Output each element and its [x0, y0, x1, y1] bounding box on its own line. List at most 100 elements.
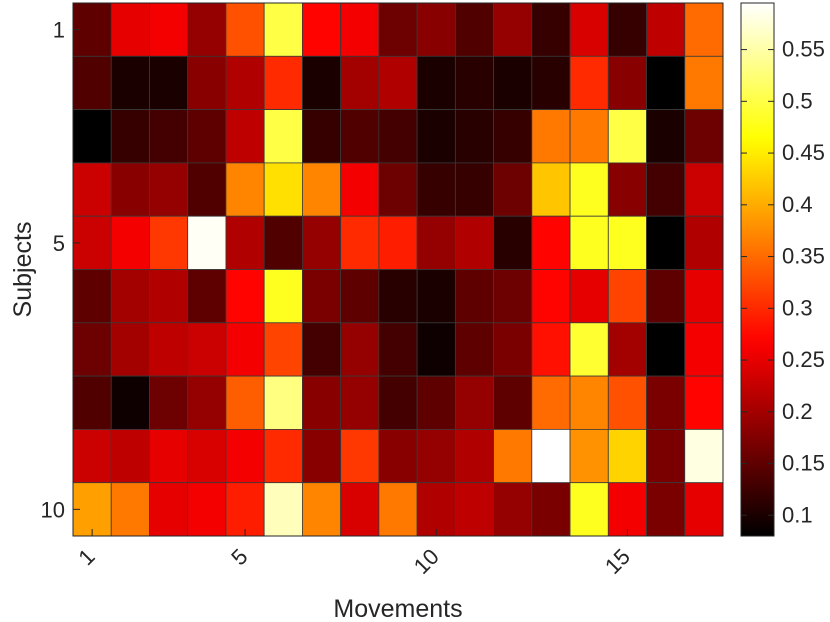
heatmap-cell — [302, 55, 342, 110]
heatmap-cell — [646, 2, 686, 57]
y-axis-label: Subjects — [9, 222, 37, 318]
heatmap-cell — [149, 269, 189, 324]
heatmap-cell — [110, 109, 150, 164]
heatmap-cell — [340, 482, 380, 537]
heatmap-cell — [607, 375, 647, 430]
heatmap-cell — [416, 269, 456, 324]
heatmap-cell — [607, 109, 647, 164]
heatmap-cell — [149, 482, 189, 537]
heatmap-cell — [340, 215, 380, 270]
heatmap-cell — [493, 428, 533, 484]
heatmap-cell — [607, 482, 647, 537]
heatmap-cell — [531, 375, 571, 430]
heatmap-cell — [684, 215, 724, 270]
heatmap-cell — [454, 428, 494, 484]
heatmap-cell — [302, 269, 342, 324]
heatmap-cell — [493, 375, 533, 430]
heatmap-cell — [454, 109, 494, 164]
heatmap-cell — [378, 322, 418, 377]
heatmap-cell — [531, 55, 571, 110]
heatmap-cell — [454, 482, 494, 537]
colorbar-tick-label: 0.25 — [782, 347, 825, 372]
y-tick-label: 5 — [53, 231, 65, 256]
colorbar — [740, 2, 775, 537]
heatmap-cell — [72, 428, 112, 484]
heatmap-cell — [646, 55, 686, 110]
heatmap-cell — [340, 269, 380, 324]
heatmap-cell — [684, 109, 724, 164]
heatmap-cell — [110, 55, 150, 110]
heatmap-cell — [302, 482, 342, 537]
heatmap-cell — [225, 375, 265, 430]
heatmap-cell — [263, 55, 303, 110]
heatmap-cell — [378, 215, 418, 270]
heatmap-cell — [416, 428, 456, 484]
heatmap-cell — [110, 162, 150, 217]
heatmap-cell — [531, 162, 571, 217]
heatmap-cell — [263, 482, 303, 537]
heatmap-cell — [225, 322, 265, 377]
heatmap-cell — [416, 482, 456, 537]
heatmap-cell — [72, 162, 112, 217]
heatmap-cell — [684, 428, 724, 484]
y-tick-label: 1 — [53, 18, 65, 43]
heatmap-cell — [454, 55, 494, 110]
colorbar-tick-label: 0.2 — [782, 399, 813, 424]
heatmap-cell — [493, 109, 533, 164]
heatmap-cell — [187, 215, 227, 270]
heatmap-cell — [225, 269, 265, 324]
heatmap-cell — [493, 2, 533, 57]
heatmap-cell — [187, 162, 227, 217]
heatmap-cell — [187, 375, 227, 430]
heatmap-cell — [531, 428, 571, 484]
heatmap-cell — [225, 428, 265, 484]
heatmap-cell — [454, 375, 494, 430]
heatmap-cell — [340, 375, 380, 430]
heatmap-cell — [569, 375, 609, 430]
heatmap-cell — [607, 322, 647, 377]
heatmap-cell — [531, 482, 571, 537]
x-tick-label: 1 — [73, 544, 99, 570]
heatmap-cell — [531, 269, 571, 324]
heatmap-cell — [493, 482, 533, 537]
colorbar-ticks: 0.1 0.15 0.2 0.25 0.3 0.35 0.4 0.45 0.5 0.55 — [741, 37, 825, 527]
heatmap-cell — [225, 162, 265, 217]
heatmap-cell — [225, 2, 265, 57]
heatmap-cell — [149, 2, 189, 57]
heatmap-cell — [607, 215, 647, 270]
heatmap-cell — [569, 482, 609, 537]
heatmap-cell — [378, 375, 418, 430]
heatmap-cell — [416, 322, 456, 377]
x-tick-label: 5 — [226, 544, 252, 570]
heatmap-cell — [416, 109, 456, 164]
heatmap-cell — [569, 322, 609, 377]
heatmap-cell — [416, 375, 456, 430]
heatmap-cell — [340, 428, 380, 484]
heatmap-cell — [225, 55, 265, 110]
heatmap-cell — [149, 55, 189, 110]
heatmap-cell — [340, 109, 380, 164]
heatmap-cell — [110, 428, 150, 484]
heatmap-cell — [72, 109, 112, 164]
heatmap-cell — [416, 162, 456, 217]
heatmap-cell — [263, 428, 303, 484]
heatmap-cell — [340, 2, 380, 57]
heatmap-cell — [149, 428, 189, 484]
heatmap-cell — [684, 482, 724, 537]
heatmap-cell — [110, 269, 150, 324]
heatmap-cell — [454, 322, 494, 377]
heatmap-cell — [72, 269, 112, 324]
heatmap-cell — [531, 109, 571, 164]
heatmap-cell — [187, 269, 227, 324]
heatmap-cell — [263, 2, 303, 57]
heatmap-cell — [531, 215, 571, 270]
heatmap-cell — [187, 322, 227, 377]
heatmap-cell — [72, 55, 112, 110]
heatmap-cell — [378, 109, 418, 164]
heatmap-cell — [646, 215, 686, 270]
heatmap-cell — [378, 162, 418, 217]
heatmap-cell — [493, 215, 533, 270]
heatmap-cell — [225, 109, 265, 164]
heatmap-cell — [569, 428, 609, 484]
